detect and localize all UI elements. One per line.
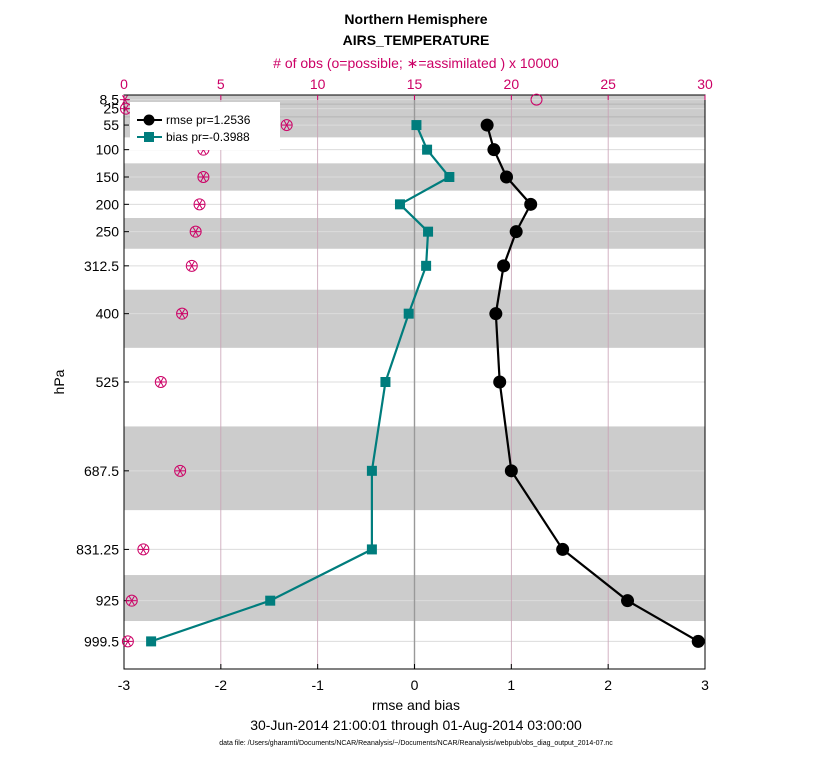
x-axis-label: rmse and bias xyxy=(372,697,460,713)
y-tick-label: 200 xyxy=(96,196,120,212)
obs-assimilated-marker xyxy=(186,261,197,271)
series-rmse-point xyxy=(489,307,503,321)
chart-subtitle: AIRS_TEMPERATURE xyxy=(343,32,490,48)
obs-assimilated-marker xyxy=(119,95,130,105)
series-bias-point xyxy=(380,377,391,387)
obs-possible-marker xyxy=(197,171,210,183)
y-tick-label: 150 xyxy=(96,169,120,185)
obs-possible-marker xyxy=(121,635,134,648)
series-markers xyxy=(146,118,705,648)
obs-possible-marker xyxy=(189,225,202,238)
y-tick-label: 687.5 xyxy=(84,463,119,479)
series-bias-point xyxy=(421,260,432,271)
legend: rmse pr=1.2536 bias pr=-0.3988 xyxy=(130,102,280,150)
obs-possible-marker xyxy=(125,594,138,607)
obs-assimilated-marker xyxy=(122,636,133,646)
y-tick-label: 8.5 xyxy=(100,92,120,108)
series-bias-point xyxy=(444,172,455,182)
series-bias-point xyxy=(265,595,276,606)
series-rmse-point xyxy=(493,375,507,389)
obs-possible-marker xyxy=(137,543,150,556)
legend-box xyxy=(130,102,280,150)
series-bias-point xyxy=(366,544,377,555)
series-bias-point xyxy=(394,199,405,210)
series-rmse-point xyxy=(509,225,523,239)
top-tick-label: 20 xyxy=(504,76,520,92)
y-tick-label: 525 xyxy=(96,374,120,390)
y-tick-label: 831.25 xyxy=(76,541,119,557)
top-tick-label: 10 xyxy=(310,76,326,92)
x-tick-label: -3 xyxy=(118,677,131,693)
series-bias-point xyxy=(403,308,414,319)
series-rmse-point xyxy=(497,259,511,273)
date-range: 30-Jun-2014 21:00:01 through 01-Aug-2014… xyxy=(250,717,582,733)
series-bias-point xyxy=(422,144,433,155)
obs-possible-marker xyxy=(154,376,167,388)
series-lines xyxy=(150,124,699,643)
y-axis-label: hPa xyxy=(51,369,67,394)
obs-possible-marker xyxy=(176,307,189,320)
obs-assimilated-marker xyxy=(175,466,186,476)
obs-possible-marker xyxy=(193,198,206,211)
series-rmse-point xyxy=(499,170,513,184)
x-tick-label: 1 xyxy=(507,677,515,693)
series-bias-point xyxy=(411,120,422,131)
obs-assimilated-marker xyxy=(190,227,201,237)
top-tick-label: 15 xyxy=(407,76,423,92)
x-tick-label: -2 xyxy=(215,677,228,693)
top-axis-ticks: 0 5 10 15 20 25 30 xyxy=(120,76,713,100)
series-bias-point xyxy=(146,636,157,647)
top-axis-label: # of obs (o=possible; ∗=assimilated ) x … xyxy=(273,55,559,71)
top-tick-label: 30 xyxy=(697,76,713,92)
series-bias-point xyxy=(366,465,377,476)
y-tick-label: 55 xyxy=(103,117,119,133)
obs-assimilated-marker xyxy=(155,377,166,387)
obs-assimilated-marker xyxy=(138,544,149,554)
series-rmse-point xyxy=(480,118,494,132)
obs-assimilated-marker xyxy=(194,199,205,209)
legend-rmse-label: rmse pr=1.2536 xyxy=(166,113,251,127)
obs-possible-marker xyxy=(174,464,187,477)
x-axis-ticks: -3 -2 -1 0 1 2 3 xyxy=(118,664,709,693)
obs-assimilated-marker xyxy=(126,596,137,606)
series-bias-point xyxy=(423,226,434,237)
series-rmse-point xyxy=(524,197,538,211)
series-rmse-point xyxy=(691,634,705,648)
series-rmse-point xyxy=(504,464,518,478)
y-tick-label: 250 xyxy=(96,224,120,240)
x-tick-label: -1 xyxy=(311,677,324,693)
x-tick-label: 2 xyxy=(604,677,612,693)
y-tick-label: 25 xyxy=(103,101,119,117)
x-tick-label: 0 xyxy=(411,677,419,693)
obs-assimilated-marker xyxy=(281,120,292,130)
x-tick-label: 3 xyxy=(701,677,709,693)
series-rmse-line xyxy=(486,124,699,643)
top-tick-label: 0 xyxy=(120,76,128,92)
series-rmse-point xyxy=(621,594,635,608)
obs-possible-marker xyxy=(530,93,543,106)
y-tick-label: 312.5 xyxy=(84,258,119,274)
legend-rmse-marker xyxy=(143,114,155,126)
data-file-footer: data file: /Users/gharamti/Documents/NCA… xyxy=(219,740,613,747)
obs-assimilated-marker xyxy=(120,104,131,114)
obs-markers xyxy=(119,93,543,648)
obs-assimilated-marker xyxy=(198,172,209,182)
chart-title: Northern Hemisphere xyxy=(344,11,487,27)
top-tick-label: 5 xyxy=(217,76,225,92)
obs-assimilated-marker xyxy=(177,309,188,319)
legend-bias-marker xyxy=(144,132,154,142)
y-tick-label: 999.5 xyxy=(84,633,119,649)
y-tick-label: 400 xyxy=(96,306,120,322)
y-tick-label: 100 xyxy=(96,142,120,158)
series-rmse-point xyxy=(487,143,501,157)
obs-possible-marker xyxy=(280,119,293,132)
y-tick-label: 925 xyxy=(96,593,120,609)
series-rmse-point xyxy=(556,542,570,556)
obs-possible-marker xyxy=(185,259,198,272)
legend-bias-label: bias pr=-0.3988 xyxy=(166,130,250,144)
top-tick-label: 25 xyxy=(600,76,616,92)
